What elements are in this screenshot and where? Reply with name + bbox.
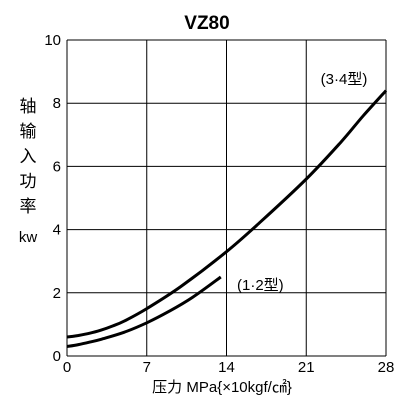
y-axis-unit: kw xyxy=(19,229,38,246)
y-tick-label: 2 xyxy=(53,285,61,302)
series-labels: (3·4型) (1·2型) xyxy=(237,71,367,294)
x-tick-label: 21 xyxy=(298,359,315,376)
x-axis-label: 压力 MPa{×10kgf/㎠} xyxy=(152,379,292,396)
y-axis-label-char: 入 xyxy=(20,147,37,166)
y-tick-label: 8 xyxy=(53,95,61,112)
series-line-1 xyxy=(66,275,222,348)
series-label-0: (3·4型) xyxy=(321,71,368,88)
y-tick-label: 6 xyxy=(53,158,61,175)
y-tick-labels: 0 2 4 6 8 10 xyxy=(44,32,61,365)
x-tick-label: 28 xyxy=(378,359,395,376)
y-tick-label: 10 xyxy=(44,32,61,49)
x-tick-label: 7 xyxy=(143,359,151,376)
series-line-0 xyxy=(66,89,388,339)
chart-title: VZ80 xyxy=(184,13,229,34)
series-label-1: (1·2型) xyxy=(237,277,284,294)
x-tick-label: 14 xyxy=(218,359,235,376)
grid xyxy=(66,39,387,357)
y-axis-label-char: 功 xyxy=(20,172,37,191)
y-axis-label-char: 输 xyxy=(20,122,37,141)
y-axis-label-char: 轴 xyxy=(20,97,37,116)
y-tick-label: 4 xyxy=(53,222,61,239)
x-tick-labels: 0 7 14 21 28 xyxy=(63,359,395,376)
series-lines xyxy=(66,89,388,348)
x-tick-label: 0 xyxy=(63,359,71,376)
y-axis-label-char: 率 xyxy=(20,197,37,216)
y-tick-label: 0 xyxy=(53,348,61,365)
